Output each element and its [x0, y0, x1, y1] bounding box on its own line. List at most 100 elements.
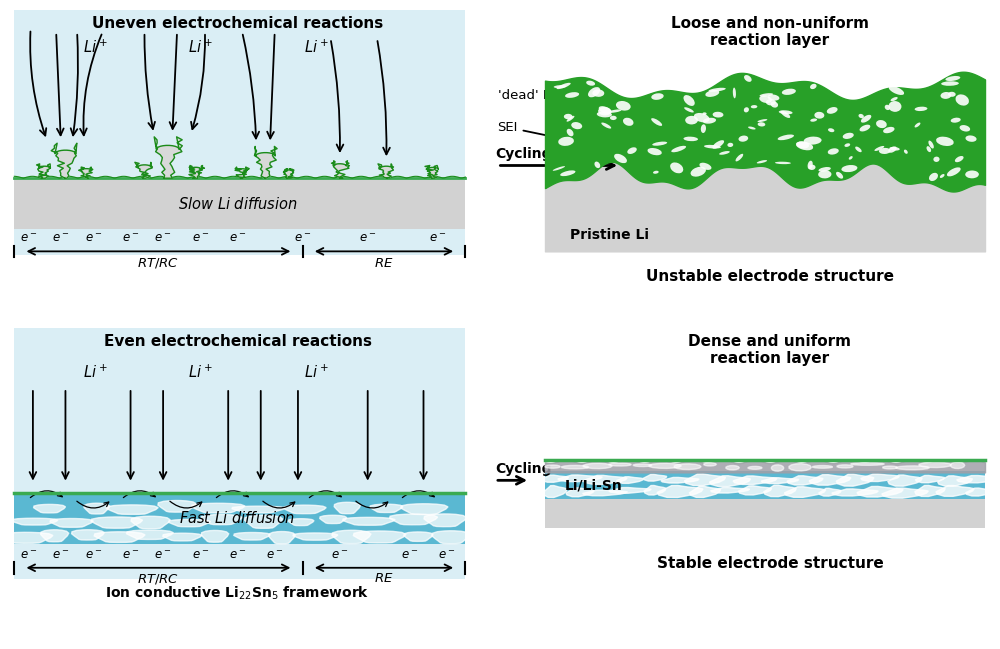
Text: SEI: SEI — [498, 121, 595, 147]
Text: $e^-$: $e^-$ — [154, 232, 172, 245]
Ellipse shape — [885, 104, 890, 110]
Ellipse shape — [757, 119, 767, 122]
Ellipse shape — [844, 143, 850, 147]
Bar — [545, 471, 985, 500]
Ellipse shape — [702, 112, 707, 115]
Ellipse shape — [757, 160, 767, 164]
Ellipse shape — [684, 107, 694, 112]
Ellipse shape — [557, 83, 571, 89]
Polygon shape — [37, 164, 50, 178]
Ellipse shape — [933, 156, 940, 162]
Polygon shape — [404, 532, 433, 541]
Polygon shape — [51, 143, 77, 178]
Polygon shape — [390, 514, 438, 525]
Ellipse shape — [778, 134, 794, 140]
Text: $\it{Li^+}$: $\it{Li^+}$ — [188, 363, 213, 381]
Ellipse shape — [945, 76, 960, 81]
Text: Cycling: Cycling — [495, 462, 552, 476]
Polygon shape — [94, 532, 145, 543]
Polygon shape — [748, 467, 762, 469]
Bar — [545, 188, 985, 251]
Text: $\it{RT/RC}$: $\it{RT/RC}$ — [137, 572, 179, 586]
Text: $\it{Li^+}$: $\it{Li^+}$ — [83, 363, 108, 381]
Polygon shape — [957, 476, 1000, 483]
Polygon shape — [79, 167, 93, 178]
Ellipse shape — [948, 92, 956, 97]
Text: $e^-$: $e^-$ — [331, 548, 349, 561]
Ellipse shape — [955, 156, 964, 162]
Ellipse shape — [779, 110, 793, 114]
Ellipse shape — [685, 116, 698, 125]
Bar — [14, 493, 465, 544]
Text: $\it{Li^+}$: $\it{Li^+}$ — [304, 39, 329, 56]
Ellipse shape — [775, 162, 791, 164]
Ellipse shape — [771, 101, 778, 108]
Polygon shape — [711, 487, 750, 493]
Ellipse shape — [828, 129, 834, 132]
Ellipse shape — [808, 161, 813, 169]
Polygon shape — [332, 530, 371, 544]
Ellipse shape — [651, 93, 664, 100]
Polygon shape — [320, 515, 347, 524]
Text: Stable electrode structure: Stable electrode structure — [657, 556, 883, 570]
Polygon shape — [135, 162, 152, 178]
Polygon shape — [378, 164, 394, 178]
Ellipse shape — [701, 125, 706, 133]
Ellipse shape — [727, 143, 733, 147]
Polygon shape — [245, 515, 283, 528]
Polygon shape — [91, 517, 143, 528]
Polygon shape — [837, 465, 853, 468]
Polygon shape — [50, 519, 93, 527]
Polygon shape — [896, 466, 929, 470]
Ellipse shape — [760, 93, 773, 97]
Polygon shape — [293, 533, 338, 540]
Polygon shape — [644, 485, 666, 495]
Ellipse shape — [965, 171, 979, 178]
Polygon shape — [131, 516, 170, 529]
Polygon shape — [254, 147, 277, 178]
Polygon shape — [11, 518, 58, 525]
Bar — [14, 178, 465, 229]
Ellipse shape — [705, 90, 719, 97]
Polygon shape — [950, 462, 965, 469]
Text: Loose and non-uniform
reaction layer: Loose and non-uniform reaction layer — [671, 16, 869, 49]
Ellipse shape — [889, 147, 900, 151]
Polygon shape — [269, 532, 295, 544]
Text: $e^-$: $e^-$ — [122, 232, 139, 245]
Text: $e^-$: $e^-$ — [122, 548, 139, 561]
Polygon shape — [888, 475, 922, 486]
Polygon shape — [0, 532, 53, 543]
Polygon shape — [936, 485, 974, 496]
Text: $e^-$: $e^-$ — [401, 548, 418, 561]
Text: Unstable electrode structure: Unstable electrode structure — [646, 269, 894, 284]
Ellipse shape — [827, 107, 838, 114]
Bar — [14, 10, 465, 254]
Ellipse shape — [709, 88, 726, 92]
Ellipse shape — [558, 137, 574, 146]
Bar — [545, 500, 985, 528]
Ellipse shape — [588, 87, 600, 97]
Polygon shape — [84, 503, 110, 514]
Polygon shape — [583, 463, 612, 469]
Polygon shape — [764, 485, 796, 496]
Ellipse shape — [889, 86, 904, 95]
Ellipse shape — [592, 90, 604, 97]
Ellipse shape — [567, 116, 574, 121]
Polygon shape — [34, 504, 66, 513]
Polygon shape — [401, 504, 448, 515]
Ellipse shape — [647, 148, 662, 155]
Polygon shape — [41, 530, 69, 542]
Ellipse shape — [849, 156, 853, 160]
Polygon shape — [733, 476, 777, 485]
Ellipse shape — [733, 88, 736, 99]
Ellipse shape — [796, 141, 813, 151]
Polygon shape — [288, 519, 314, 526]
Ellipse shape — [671, 146, 686, 153]
Ellipse shape — [554, 85, 566, 88]
Polygon shape — [353, 531, 406, 543]
Ellipse shape — [571, 122, 582, 129]
Polygon shape — [704, 463, 716, 466]
Text: $e^-$: $e^-$ — [20, 232, 37, 245]
Text: $e^-$: $e^-$ — [192, 548, 209, 561]
Ellipse shape — [888, 147, 897, 153]
